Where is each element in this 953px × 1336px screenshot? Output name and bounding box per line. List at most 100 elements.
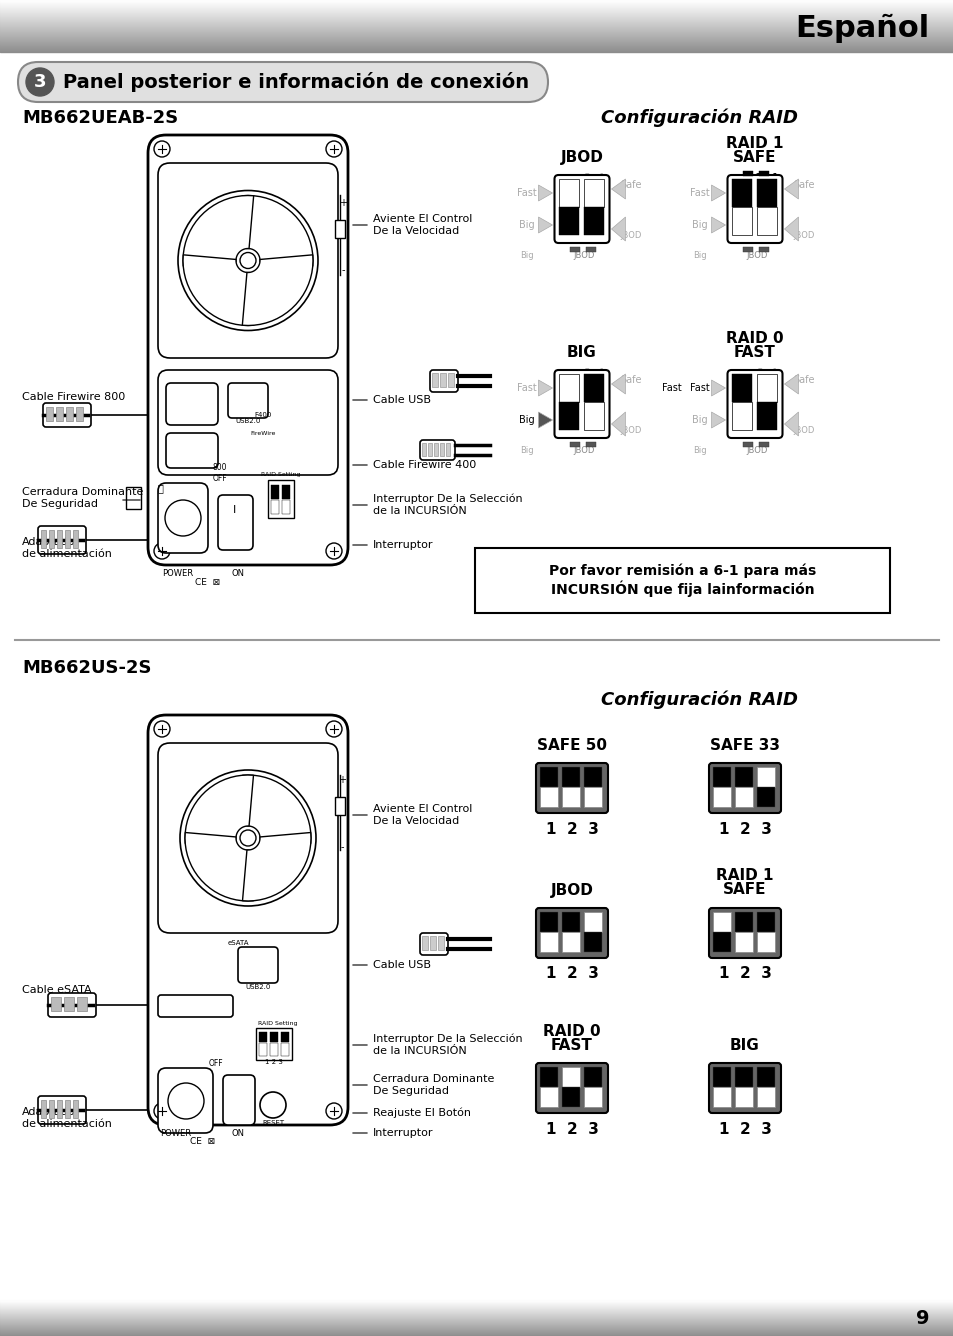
Text: Cable eSATA: Cable eSATA xyxy=(22,985,91,995)
FancyBboxPatch shape xyxy=(158,370,337,476)
Bar xyxy=(76,407,83,421)
Bar xyxy=(569,442,579,448)
Bar xyxy=(561,933,579,953)
Bar xyxy=(757,207,777,235)
Text: JBOD: JBOD xyxy=(793,231,814,239)
Circle shape xyxy=(168,1083,204,1120)
Polygon shape xyxy=(783,411,798,436)
Text: Reajuste El Botón: Reajuste El Botón xyxy=(373,1108,471,1118)
Bar xyxy=(46,407,53,421)
Bar xyxy=(335,220,345,238)
Text: Big: Big xyxy=(519,251,533,259)
FancyBboxPatch shape xyxy=(223,1075,254,1125)
Circle shape xyxy=(153,542,170,558)
Bar xyxy=(583,1067,601,1088)
Text: Fast: Fast xyxy=(661,383,681,393)
Bar xyxy=(742,247,752,253)
Text: FireWire: FireWire xyxy=(250,430,275,436)
Text: Adaptador
de alimentación: Adaptador de alimentación xyxy=(22,537,112,558)
Bar xyxy=(558,207,578,235)
Bar xyxy=(271,500,278,514)
Text: 1  2  3: 1 2 3 xyxy=(545,1121,598,1137)
Bar xyxy=(539,787,558,807)
Text: JBOD: JBOD xyxy=(793,425,814,434)
Bar xyxy=(584,179,604,207)
Text: FAST: FAST xyxy=(733,345,775,359)
Bar xyxy=(561,1067,579,1088)
Text: +: + xyxy=(338,198,347,208)
Text: JBOD: JBOD xyxy=(573,251,594,259)
Text: Aviente El Control
De la Velocidad: Aviente El Control De la Velocidad xyxy=(373,804,472,826)
Circle shape xyxy=(326,1104,341,1120)
Text: JBOD: JBOD xyxy=(745,251,767,259)
Text: SAFE: SAFE xyxy=(733,150,776,164)
Bar xyxy=(126,488,141,509)
Bar xyxy=(584,402,604,430)
Text: RAID 1: RAID 1 xyxy=(716,868,773,883)
Text: Cerradura Dominante
De Seguridad: Cerradura Dominante De Seguridad xyxy=(22,488,143,509)
Bar xyxy=(759,171,768,176)
Text: RAID 0: RAID 0 xyxy=(542,1023,600,1038)
Circle shape xyxy=(153,142,170,158)
Bar xyxy=(742,442,752,448)
Text: 1  2  3: 1 2 3 xyxy=(718,966,771,982)
Text: BIG: BIG xyxy=(566,345,597,359)
Polygon shape xyxy=(183,255,253,326)
Circle shape xyxy=(153,1104,170,1120)
FancyBboxPatch shape xyxy=(536,1063,607,1113)
Text: 800
OFF: 800 OFF xyxy=(213,464,227,482)
Text: RAID Setting: RAID Setting xyxy=(261,472,300,477)
Bar xyxy=(583,1088,601,1108)
FancyBboxPatch shape xyxy=(158,484,208,553)
FancyBboxPatch shape xyxy=(48,993,96,1017)
Text: Por favor remisión a 6-1 para más
INCURSIÓN que fija lainformación: Por favor remisión a 6-1 para más INCURS… xyxy=(548,564,815,597)
Bar xyxy=(732,207,752,235)
Text: Panel posterior e información de conexión: Panel posterior e información de conexió… xyxy=(63,72,529,92)
Text: RAID 1: RAID 1 xyxy=(725,135,783,151)
Text: 1  2  3: 1 2 3 xyxy=(545,822,598,836)
Text: Big: Big xyxy=(692,445,705,454)
Bar xyxy=(583,933,601,953)
Bar xyxy=(475,548,889,613)
Bar xyxy=(56,407,63,421)
FancyBboxPatch shape xyxy=(708,763,781,814)
Polygon shape xyxy=(537,411,552,428)
Bar xyxy=(734,1088,752,1108)
FancyBboxPatch shape xyxy=(430,370,457,391)
Bar xyxy=(712,1067,730,1088)
Text: JBOD: JBOD xyxy=(550,883,593,898)
Text: I: I xyxy=(233,505,236,514)
Text: Cable USB: Cable USB xyxy=(373,961,431,970)
Text: ON: ON xyxy=(232,1129,244,1137)
Bar xyxy=(430,937,436,950)
FancyBboxPatch shape xyxy=(228,383,268,418)
FancyBboxPatch shape xyxy=(38,1096,86,1124)
Text: 3: 3 xyxy=(33,73,46,91)
Bar xyxy=(585,247,596,253)
Text: S afe: S afe xyxy=(583,367,608,378)
Circle shape xyxy=(260,1092,286,1118)
Bar xyxy=(281,1031,289,1042)
Bar xyxy=(712,933,730,953)
Bar xyxy=(734,933,752,953)
Circle shape xyxy=(326,142,341,158)
Bar xyxy=(757,1067,774,1088)
Text: CE  ⊠: CE ⊠ xyxy=(191,1137,215,1146)
Bar xyxy=(271,485,278,500)
Polygon shape xyxy=(242,195,313,266)
Bar xyxy=(258,1031,267,1042)
Text: Cable Firewire 800: Cable Firewire 800 xyxy=(22,391,125,402)
Circle shape xyxy=(326,542,341,558)
FancyBboxPatch shape xyxy=(166,383,218,425)
Bar xyxy=(41,530,46,548)
Bar xyxy=(421,937,428,950)
Bar xyxy=(585,442,596,448)
Bar xyxy=(757,933,774,953)
Bar xyxy=(584,374,604,402)
FancyBboxPatch shape xyxy=(708,1063,781,1113)
Bar xyxy=(757,179,777,207)
Bar xyxy=(41,1100,46,1118)
Text: MB662US-2S: MB662US-2S xyxy=(22,659,152,677)
Text: Big: Big xyxy=(691,415,706,425)
Text: Interruptor De la Selección
de la INCURSIÓN: Interruptor De la Selección de la INCURS… xyxy=(373,1034,522,1055)
